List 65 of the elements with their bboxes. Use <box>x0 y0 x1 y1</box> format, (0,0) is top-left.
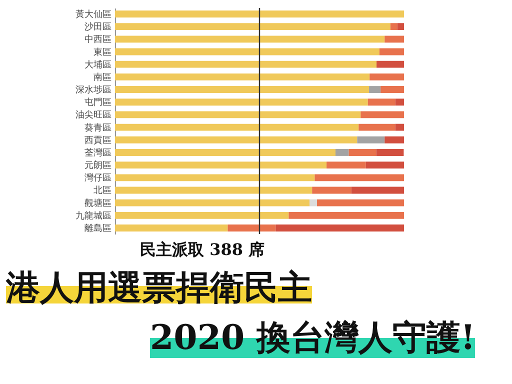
bar <box>384 136 404 144</box>
bar <box>368 98 396 106</box>
bar <box>115 48 380 56</box>
bar <box>115 10 404 18</box>
y-tick-label: 大埔區 <box>84 59 112 70</box>
y-tick-label: 北區 <box>94 185 112 196</box>
bar <box>288 212 404 219</box>
bar <box>115 86 370 93</box>
bar <box>115 98 368 106</box>
bar <box>336 149 349 156</box>
bar <box>395 98 404 106</box>
bar <box>379 48 404 56</box>
bar <box>376 60 404 68</box>
bar <box>276 224 404 232</box>
y-tick-label: 南區 <box>94 72 112 83</box>
bar <box>228 224 276 232</box>
y-tick-label: 中西區 <box>84 34 112 46</box>
y-tick-label: 東區 <box>94 46 112 58</box>
y-tick-label: 西貢區 <box>84 134 112 146</box>
y-tick-label: 九龍城區 <box>76 210 112 222</box>
bar <box>397 23 404 30</box>
bar <box>326 162 366 169</box>
y-tick-label: 灣仔區 <box>84 172 112 184</box>
bar <box>115 199 310 206</box>
y-tick-label: 屯門區 <box>84 97 112 108</box>
text: 民主派取 388 席 <box>140 240 265 261</box>
y-tick-label: 荃灣區 <box>84 147 112 158</box>
y-tick-label: 離島區 <box>84 223 112 234</box>
bar <box>390 23 398 30</box>
y-tick-label: 深水埗區 <box>76 84 112 96</box>
bar <box>115 162 327 169</box>
bar <box>351 186 404 194</box>
bar <box>115 124 359 131</box>
bar <box>384 36 404 43</box>
bar <box>115 111 361 118</box>
bar <box>360 111 404 118</box>
bar <box>115 136 358 144</box>
y-tick-label: 元朗區 <box>84 160 112 172</box>
bar <box>309 199 318 206</box>
y-tick-label: 沙田區 <box>84 22 112 33</box>
bar <box>376 149 404 156</box>
bar <box>314 174 404 182</box>
bar <box>380 86 404 93</box>
y-tick-label: 觀塘區 <box>84 198 112 209</box>
y-tick-label: 油尖旺區 <box>76 110 112 121</box>
bar <box>312 186 352 194</box>
bar <box>115 23 390 30</box>
bar <box>115 73 370 80</box>
y-tick-label: 葵青區 <box>84 122 112 134</box>
bar <box>115 60 377 68</box>
bar <box>115 149 336 156</box>
bar <box>317 199 404 206</box>
bar <box>358 124 396 131</box>
bar <box>115 224 228 232</box>
bar <box>115 174 315 182</box>
bar <box>370 73 404 80</box>
bar <box>366 162 404 169</box>
bar <box>357 136 385 144</box>
bar <box>395 124 404 131</box>
bar <box>348 149 376 156</box>
bar <box>115 36 385 43</box>
y-tick-label: 黃大仙區 <box>76 8 112 20</box>
bar <box>369 86 381 93</box>
bar <box>115 212 289 219</box>
bar <box>115 186 312 194</box>
